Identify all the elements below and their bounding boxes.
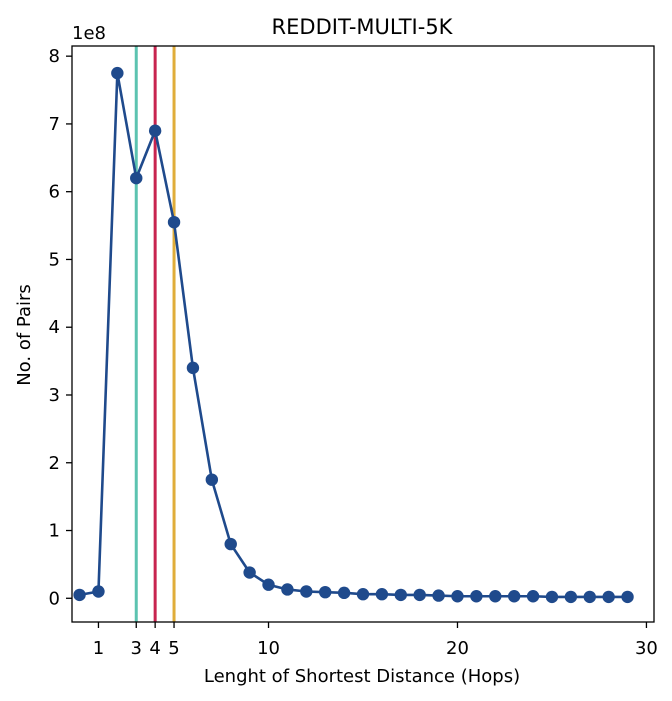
data-point (526, 590, 540, 603)
y-axis-label: No. of Pairs (14, 284, 35, 386)
data-point (451, 590, 464, 603)
data-point (300, 585, 313, 598)
data-point (564, 590, 578, 604)
series-line (79, 72, 628, 599)
data-point (130, 171, 143, 185)
y-tick-label: 6 (49, 182, 60, 203)
data-point (356, 588, 370, 601)
data-point (186, 361, 200, 375)
y-tick-label: 7 (49, 114, 60, 135)
data-point (545, 590, 559, 604)
data-point (92, 585, 105, 598)
y-ticks: 0 1 2 3 4 5 6 7 8 (49, 46, 72, 609)
y-tick-label: 4 (49, 317, 60, 338)
data-point (205, 473, 219, 486)
data-point (583, 590, 596, 604)
y-tick-label: 8 (49, 46, 60, 67)
data-point (281, 583, 294, 596)
vertical-lines (134, 46, 176, 622)
data-point (375, 588, 389, 601)
y-offset-label: 1e8 (72, 23, 106, 44)
data-point (167, 215, 181, 229)
data-point (432, 589, 445, 602)
data-point (148, 124, 162, 137)
data-point (262, 578, 275, 591)
x-tick-label: 4 (149, 638, 160, 659)
x-tick-label: 1 (93, 638, 104, 659)
data-point (413, 588, 426, 602)
data-point (224, 537, 237, 551)
data-point (489, 590, 502, 603)
data-point (111, 66, 124, 80)
y-tick-label: 1 (49, 521, 60, 542)
x-tick-label: 10 (257, 638, 280, 659)
data-point (243, 566, 256, 579)
x-axis-label: Lenght of Shortest Distance (Hops) (204, 666, 520, 687)
y-tick-label: 3 (49, 385, 60, 406)
chart-title: REDDIT-MULTI-5K (272, 15, 454, 39)
x-ticks: 1 3 4 5 10 20 30 (93, 622, 658, 659)
data-point (621, 590, 634, 604)
x-tick-label: 30 (635, 638, 658, 659)
data-point (394, 588, 407, 602)
series-layer (73, 66, 634, 604)
data-point (602, 590, 615, 604)
x-tick-label: 3 (131, 638, 142, 659)
data-point (507, 590, 521, 603)
x-tick-label: 5 (168, 638, 179, 659)
data-point (337, 586, 351, 600)
y-tick-label: 0 (49, 588, 60, 609)
data-point (470, 590, 483, 603)
x-tick-label: 20 (446, 638, 469, 659)
plot-frame (71, 45, 655, 623)
y-tick-label: 2 (49, 453, 60, 474)
data-point (73, 588, 86, 602)
y-tick-label: 5 (49, 249, 60, 270)
data-point (319, 585, 332, 599)
